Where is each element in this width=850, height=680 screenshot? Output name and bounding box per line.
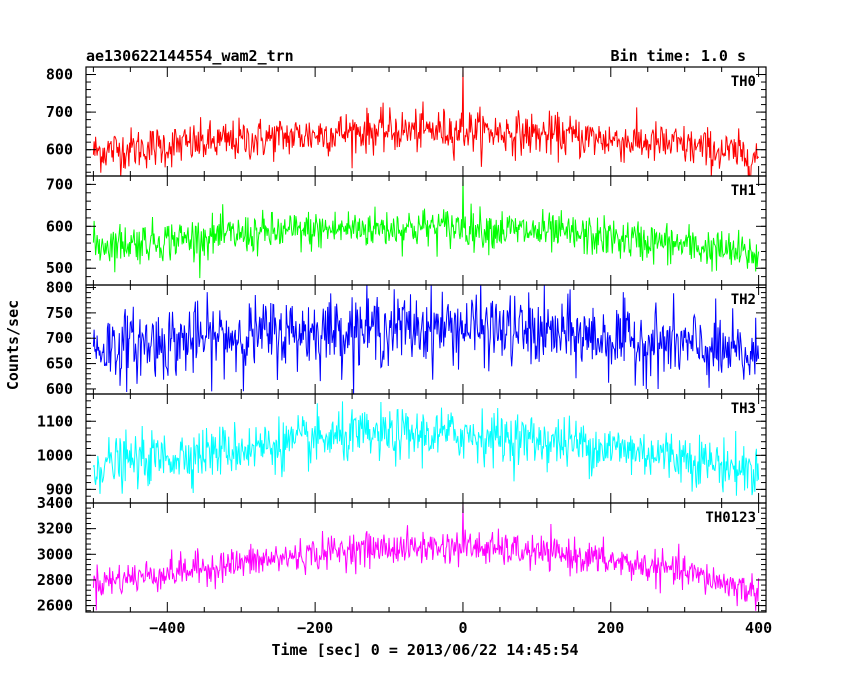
- series-label-th3: TH3: [731, 401, 756, 417]
- y-tick-label: 900: [46, 480, 73, 498]
- series-line-th2: [92, 285, 760, 394]
- bin-time-label: Bin time: 1.0 s: [611, 47, 746, 65]
- x-tick-label: 200: [597, 619, 624, 637]
- y-tick-label: 800: [46, 66, 73, 84]
- x-tick-label: −200: [297, 619, 333, 637]
- y-tick-label: 800: [46, 279, 73, 297]
- panel-frame: [85, 393, 767, 504]
- x-axis-title: Time [sec] 0 = 2013/06/22 14:45:54: [271, 641, 578, 659]
- panel-th3: 900 1000 1100 TH3: [37, 393, 767, 504]
- series-label-th1: TH1: [731, 183, 756, 199]
- y-tick-label: 600: [46, 141, 73, 159]
- series-label-th0123: TH0123: [705, 510, 756, 526]
- y-tick-label: 1000: [37, 446, 73, 464]
- series-line-th0123: [92, 503, 760, 611]
- y-tick-label: 2800: [37, 571, 73, 589]
- y-tick-label: 700: [46, 175, 73, 193]
- series-line-th1: [92, 176, 760, 279]
- y-tick-label: 600: [46, 380, 73, 398]
- y-tick-label: 3400: [37, 494, 73, 512]
- y-tick-label: 3200: [37, 520, 73, 538]
- x-tick-label: −400: [149, 619, 185, 637]
- series-label-th2: TH2: [731, 292, 756, 308]
- panels-group: 600 700 800 TH0 500 600 700 TH1 600 650 700 750 800 T…: [37, 66, 767, 615]
- y-tick-label: 650: [46, 355, 73, 373]
- panel-frame: [85, 502, 767, 613]
- y-axis-title: Counts/sec: [4, 300, 22, 390]
- panel-frame: [85, 66, 767, 177]
- series-line-th0: [92, 67, 760, 176]
- y-tick-label: 500: [46, 259, 73, 277]
- y-tick-label: 700: [46, 103, 73, 121]
- panel-th0123: 2600 2800 3000 3200 3400 TH0123: [37, 494, 767, 615]
- y-tick-label: 1100: [37, 412, 73, 430]
- y-tick-label: 600: [46, 217, 73, 235]
- x-tick-label: 0: [458, 619, 467, 637]
- y-tick-label: 2600: [37, 597, 73, 615]
- panel-th2: 600 650 700 750 800 TH2: [46, 279, 767, 398]
- y-tick-label: 700: [46, 329, 73, 347]
- panel-th1: 500 600 700 TH1: [46, 175, 767, 286]
- series-label-th0: TH0: [731, 74, 756, 90]
- panel-th0: 600 700 800 TH0: [46, 66, 767, 177]
- y-tick-label: 750: [46, 304, 73, 322]
- x-tick-label: 400: [745, 619, 772, 637]
- chart-title: ae130622144554_wam2_trn: [86, 47, 294, 65]
- x-tick-labels: −400 −200 0 200 400: [149, 619, 772, 637]
- series-line-th3: [92, 401, 760, 496]
- y-tick-label: 3000: [37, 545, 73, 563]
